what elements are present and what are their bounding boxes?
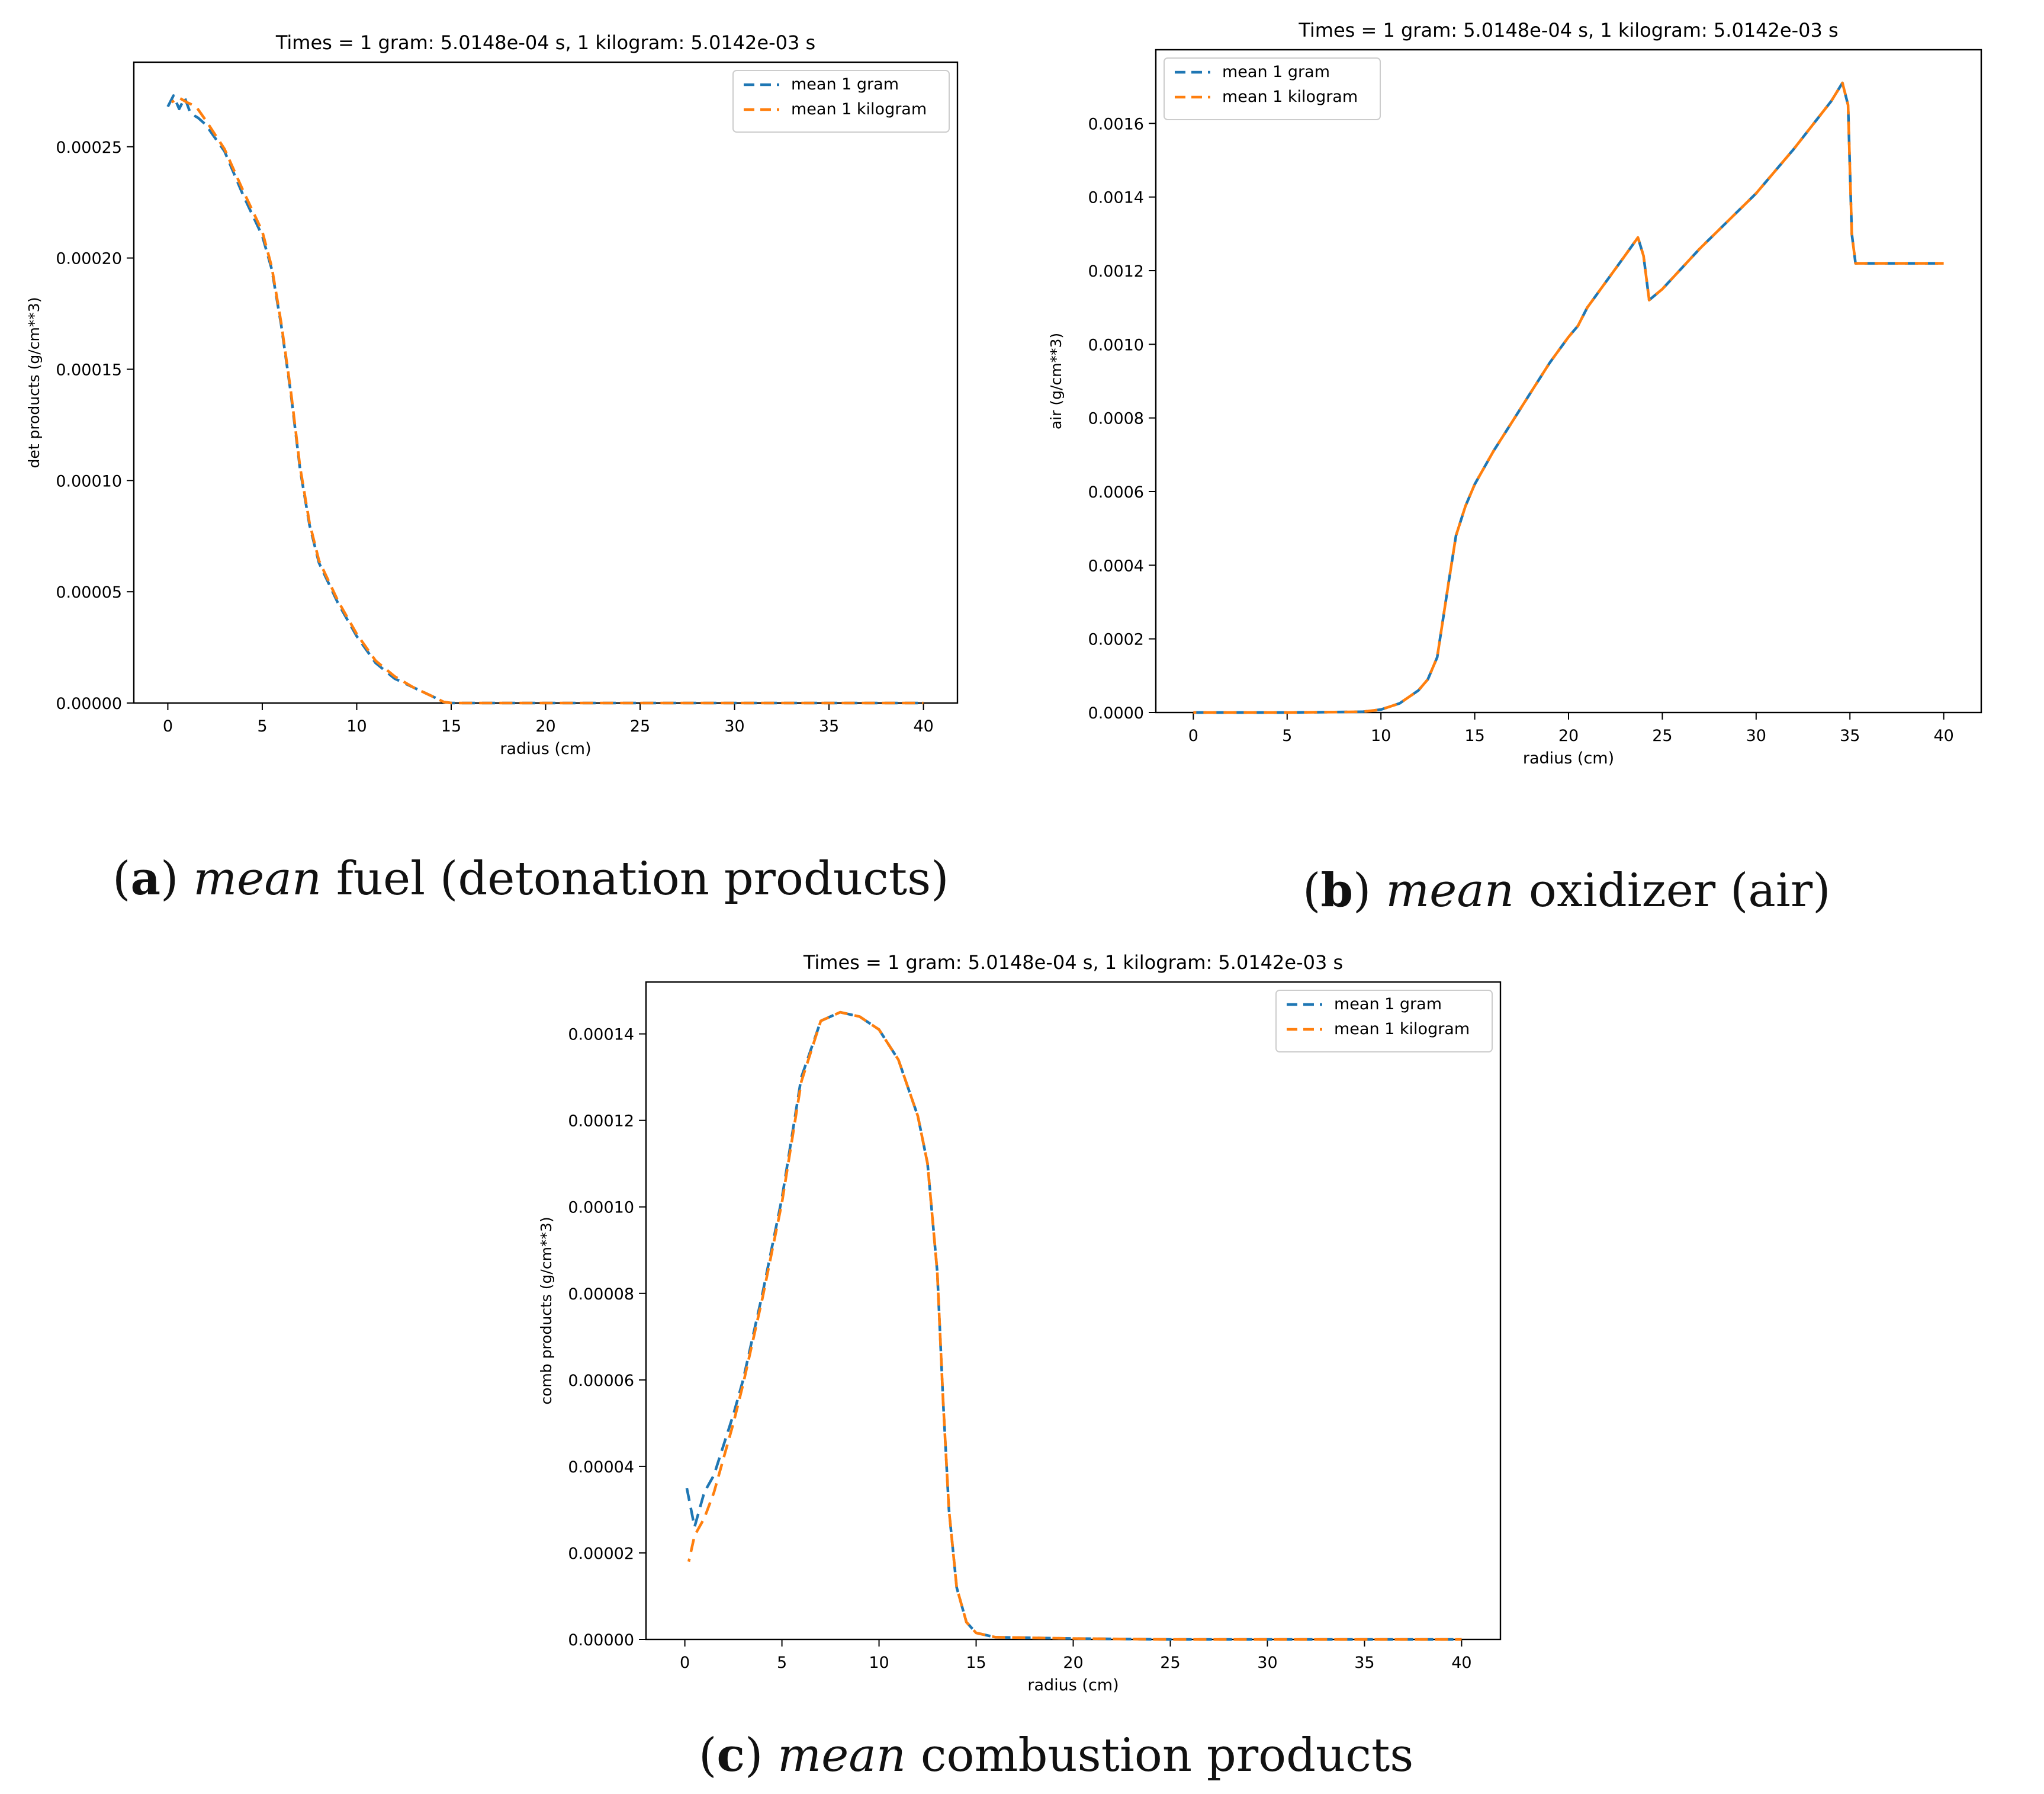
y-tick-label: 0.00015 <box>56 361 122 379</box>
y-axis-label: det products (g/cm**3) <box>25 297 43 468</box>
legend-label: mean 1 gram <box>1222 63 1330 81</box>
x-tick-label: 35 <box>1354 1654 1374 1672</box>
y-tick-label: 0.00000 <box>56 695 122 713</box>
caption-a-italic: mean <box>193 852 322 906</box>
caption-c-italic: mean <box>777 1729 907 1782</box>
y-tick-label: 0.0014 <box>1088 189 1144 207</box>
y-tick-label: 0.00006 <box>568 1372 634 1390</box>
chart-title: Times = 1 gram: 5.0148e-04 s, 1 kilogram… <box>1298 19 1838 41</box>
x-tick-label: 30 <box>1746 727 1766 745</box>
caption-b-italic: mean <box>1386 864 1515 917</box>
x-tick-label: 30 <box>724 717 744 736</box>
x-tick-label: 20 <box>535 717 555 736</box>
y-tick-label: 0.00010 <box>568 1199 634 1217</box>
x-tick-label: 40 <box>1933 727 1953 745</box>
legend-label: mean 1 kilogram <box>1222 88 1358 106</box>
x-axis-label: radius (cm) <box>500 740 591 758</box>
caption-a-letter: a <box>130 852 160 906</box>
x-tick-label: 20 <box>1063 1654 1083 1672</box>
x-tick-label: 0 <box>680 1654 690 1672</box>
x-tick-label: 25 <box>1652 727 1672 745</box>
caption-b: (b) mean oxidizer (air) <box>1303 864 1831 917</box>
x-tick-label: 35 <box>819 717 839 736</box>
x-tick-label: 20 <box>1558 727 1579 745</box>
x-tick-label: 15 <box>966 1654 986 1672</box>
x-tick-label: 25 <box>630 717 650 736</box>
legend-label: mean 1 kilogram <box>1334 1020 1470 1038</box>
series-line-kilogram <box>1193 81 1944 714</box>
series-line-kilogram <box>687 1010 1462 1641</box>
y-tick-label: 0.0004 <box>1088 557 1144 575</box>
y-tick-label: 0.00004 <box>568 1458 634 1477</box>
caption-a: (a) mean fuel (detonation products) <box>113 852 949 906</box>
chart-air: Times = 1 gram: 5.0148e-04 s, 1 kilogram… <box>1047 19 1982 768</box>
plot-frame <box>1155 49 1982 714</box>
legend-box <box>732 70 950 133</box>
x-tick-label: 0 <box>163 717 173 736</box>
x-tick-label: 10 <box>346 717 367 736</box>
y-tick-label: 0.00000 <box>568 1631 634 1649</box>
y-tick-label: 0.0006 <box>1088 483 1144 502</box>
x-axis-label: radius (cm) <box>1027 1676 1119 1694</box>
x-tick-label: 15 <box>441 717 461 736</box>
y-tick-label: 0.0012 <box>1088 262 1144 281</box>
legend-box <box>1164 57 1381 120</box>
y-axis-label: air (g/cm**3) <box>1047 333 1065 429</box>
y-tick-label: 0.0002 <box>1088 631 1144 649</box>
chart-title: Times = 1 gram: 5.0148e-04 s, 1 kilogram… <box>275 31 815 54</box>
x-tick-label: 30 <box>1257 1654 1277 1672</box>
legend-label: mean 1 gram <box>1334 995 1442 1013</box>
chart-title: Times = 1 gram: 5.0148e-04 s, 1 kilogram… <box>803 951 1343 974</box>
x-tick-label: 25 <box>1160 1654 1180 1672</box>
caption-a-text: fuel (detonation products) <box>322 852 949 906</box>
y-tick-label: 0.0000 <box>1088 704 1144 723</box>
x-tick-label: 35 <box>1840 727 1860 745</box>
x-tick-label: 5 <box>777 1654 787 1672</box>
chart-combustion-products: Times = 1 gram: 5.0148e-04 s, 1 kilogram… <box>538 951 1502 1694</box>
y-tick-label: 0.00010 <box>56 472 122 490</box>
x-axis-label: radius (cm) <box>1523 749 1614 768</box>
plot-frame <box>645 981 1502 1641</box>
series-line-kilogram <box>171 96 924 705</box>
y-tick-label: 0.00008 <box>568 1285 634 1304</box>
x-tick-label: 10 <box>869 1654 889 1672</box>
y-tick-label: 0.0008 <box>1088 410 1144 428</box>
caption-c-letter: c <box>716 1728 745 1782</box>
x-tick-label: 5 <box>1282 727 1292 745</box>
legend-label: mean 1 gram <box>791 75 899 94</box>
y-tick-label: 0.00012 <box>568 1112 634 1131</box>
x-tick-label: 40 <box>1451 1654 1471 1672</box>
y-axis-label: comb products (g/cm**3) <box>538 1217 555 1404</box>
caption-b-letter: b <box>1320 864 1353 917</box>
y-tick-label: 0.00014 <box>568 1026 634 1044</box>
y-tick-label: 0.00005 <box>56 583 122 602</box>
y-tick-label: 0.00020 <box>56 250 122 268</box>
y-tick-label: 0.0010 <box>1088 336 1144 354</box>
caption-c: (c) mean combustion products <box>699 1728 1414 1782</box>
y-tick-label: 0.00025 <box>56 139 122 157</box>
x-tick-label: 0 <box>1188 727 1198 745</box>
x-tick-label: 10 <box>1371 727 1391 745</box>
y-tick-label: 0.0016 <box>1088 115 1144 133</box>
legend-box <box>1275 990 1493 1052</box>
legend-label: mean 1 kilogram <box>791 100 927 118</box>
x-tick-label: 5 <box>257 717 267 736</box>
caption-c-text: combustion products <box>906 1729 1414 1782</box>
chart-detonation-products: Times = 1 gram: 5.0148e-04 s, 1 kilogram… <box>25 31 959 758</box>
y-tick-label: 0.00002 <box>568 1545 634 1563</box>
plot-frame <box>133 61 959 704</box>
caption-b-text: oxidizer (air) <box>1514 864 1831 917</box>
x-tick-label: 15 <box>1464 727 1484 745</box>
x-tick-label: 40 <box>913 717 933 736</box>
